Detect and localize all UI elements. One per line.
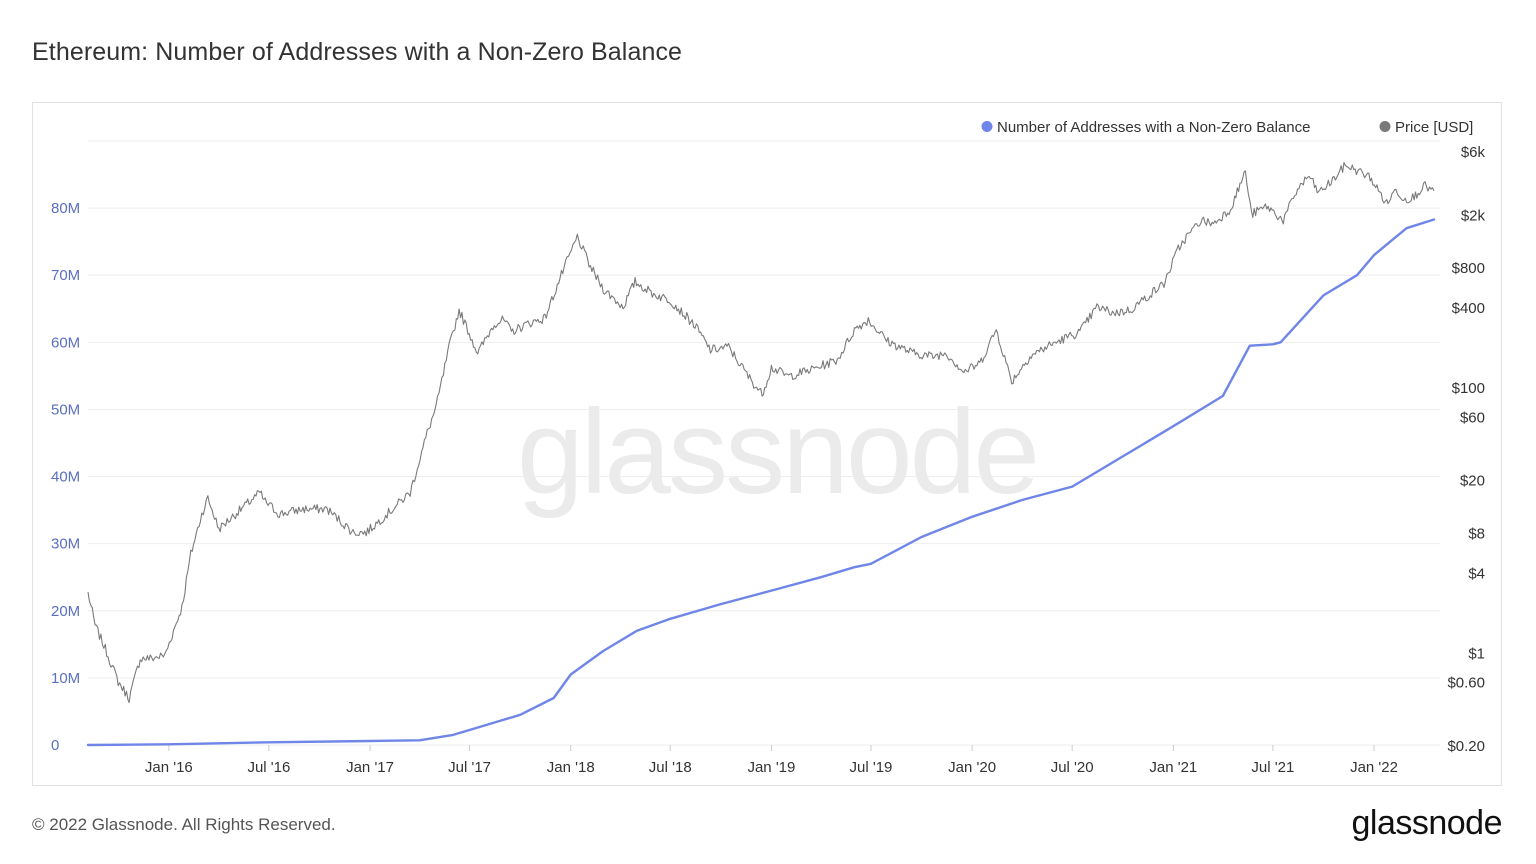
x-axis-tick-label: Jul '16 bbox=[247, 759, 290, 776]
x-axis-tick-label: Jul '18 bbox=[649, 759, 692, 776]
axis-labels: 0 10M 20M 30M 40M 50M 60M 70M 80M $0.20 $0.60 $1 $4 $… bbox=[51, 144, 1485, 776]
right-axis-tick-label: $0.60 bbox=[1447, 675, 1485, 692]
series-layer bbox=[86, 161, 1436, 747]
watermark-logo: glassnode bbox=[517, 385, 1037, 519]
x-axis-tick-label: Jan '16 bbox=[145, 759, 193, 776]
left-axis-tick-label: 20M bbox=[51, 603, 80, 620]
legend-label: Number of Addresses with a Non-Zero Bala… bbox=[997, 119, 1310, 136]
right-axis-tick-label: $800 bbox=[1452, 260, 1485, 277]
right-axis-tick-label: $6k bbox=[1461, 144, 1486, 161]
right-axis-tick-label: $4 bbox=[1468, 565, 1485, 582]
right-axis-tick-label: $400 bbox=[1452, 300, 1485, 317]
x-axis-tick-label: Jul '17 bbox=[448, 759, 491, 776]
left-axis-tick-label: 60M bbox=[51, 334, 80, 351]
x-axis-tick-label: Jan '19 bbox=[747, 759, 795, 776]
left-axis-tick-label: 10M bbox=[51, 670, 80, 687]
glassnode-logo[interactable]: glassnode bbox=[1351, 804, 1502, 842]
chart-canvas: glassnode 0 10M 20M 30M 40M 50M 60M 70M 80M $0.20… bbox=[51, 119, 1485, 776]
left-axis-tick-label: 70M bbox=[51, 267, 80, 284]
price-usd-line bbox=[87, 161, 1435, 704]
legend-label: Price [USD] bbox=[1395, 119, 1473, 136]
left-axis-tick-label: 0 bbox=[51, 737, 59, 754]
right-axis-tick-label: $0.20 bbox=[1447, 738, 1485, 755]
left-axis-tick-label: 50M bbox=[51, 401, 80, 418]
left-axis-tick-label: 40M bbox=[51, 469, 80, 486]
x-axis-tick-label: Jan '20 bbox=[948, 759, 996, 776]
legend-marker bbox=[981, 121, 993, 132]
x-axis-tick-label: Jul '19 bbox=[849, 759, 892, 776]
x-axis-tick-label: Jan '21 bbox=[1149, 759, 1197, 776]
chart-frame: glassnode 0 10M 20M 30M 40M 50M 60M 70M 80M $0.20… bbox=[32, 102, 1502, 786]
right-axis-tick-label: $2k bbox=[1461, 207, 1486, 224]
x-axis-tick-label: Jul '21 bbox=[1251, 759, 1294, 776]
grid-lines bbox=[88, 140, 1440, 751]
right-axis-tick-label: $8 bbox=[1468, 525, 1485, 542]
non-zero-balance-addresses-line bbox=[86, 218, 1436, 747]
x-axis-tick-label: Jan '18 bbox=[547, 759, 595, 776]
right-axis-tick-label: $60 bbox=[1460, 409, 1485, 426]
x-axis-tick-label: Jan '17 bbox=[346, 759, 394, 776]
x-axis-tick-label: Jan '22 bbox=[1350, 759, 1398, 776]
right-axis-tick-label: $100 bbox=[1452, 380, 1485, 397]
copyright-text: © 2022 Glassnode. All Rights Reserved. bbox=[32, 815, 336, 834]
left-axis-tick-label: 80M bbox=[51, 200, 80, 217]
right-axis-tick-label: $1 bbox=[1468, 645, 1485, 662]
right-axis-tick-label: $20 bbox=[1460, 473, 1485, 490]
legend[interactable]: Number of Addresses with a Non-Zero Bala… bbox=[981, 119, 1474, 136]
left-axis-tick-label: 30M bbox=[51, 536, 80, 553]
legend-marker bbox=[1379, 121, 1391, 132]
page-title: Ethereum: Number of Addresses with a Non… bbox=[32, 38, 683, 66]
x-axis-tick-label: Jul '20 bbox=[1051, 759, 1094, 776]
